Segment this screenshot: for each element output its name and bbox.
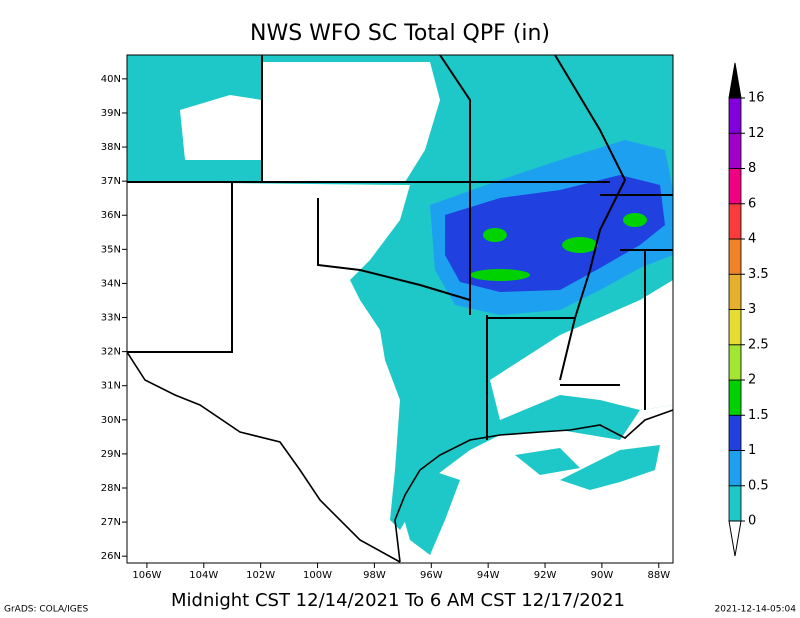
lon-label: 102W — [246, 570, 275, 581]
lat-label: 36N — [101, 210, 121, 221]
colorbar-label: 4 — [748, 232, 756, 247]
colorbar-segment — [728, 273, 742, 310]
title: NWS WFO SC Total QPF (in) — [250, 21, 550, 46]
colorbar-segment — [728, 450, 742, 487]
precip-area — [560, 445, 660, 490]
credit: GrADS: COLA/IGES — [4, 605, 88, 615]
colorbar-label: 2 — [748, 373, 756, 388]
state-border — [127, 54, 673, 440]
lon-label: 104W — [189, 570, 218, 581]
colorbar-label: 2.5 — [748, 337, 769, 352]
lat-label: 35N — [101, 244, 121, 255]
lon-label: 94W — [477, 570, 500, 581]
precip-area — [515, 448, 580, 475]
lon-label: 90W — [591, 570, 614, 581]
lat-label: 26N — [101, 551, 121, 562]
colorbar-segment — [728, 97, 742, 134]
precip-area — [483, 228, 507, 242]
colorbar-label: 6 — [748, 196, 756, 211]
colorbar-label: 3 — [748, 302, 756, 317]
lat-label: 31N — [101, 381, 121, 392]
lat-label: 32N — [101, 347, 121, 358]
colorbar: 0 0.5 1 1.5 2 2.5 3 3.5 4 6 8 12 16 — [728, 62, 769, 557]
colorbar-segment — [728, 238, 742, 275]
colorbar-segment — [728, 414, 742, 451]
lat-label: 34N — [101, 278, 121, 289]
colorbar-segment — [728, 168, 742, 205]
dry-area — [180, 95, 262, 160]
lat-label: 40N — [101, 74, 121, 85]
colorbar-segment — [728, 203, 742, 240]
precip-area — [562, 237, 598, 253]
plot-frame — [126, 54, 674, 564]
colorbar-segment — [728, 132, 742, 169]
subtitle: Midnight CST 12/14/2021 To 6 AM CST 12/1… — [171, 590, 625, 611]
colorbar-label: 1 — [748, 443, 756, 458]
lon-label: 106W — [132, 570, 161, 581]
colorbar-label: 0 — [748, 514, 756, 529]
lat-label: 39N — [101, 108, 121, 119]
colorbar-segment — [728, 309, 742, 346]
dry-area — [262, 62, 440, 182]
lat-label: 29N — [101, 449, 121, 460]
colorbar-over — [728, 62, 742, 99]
lon-label: 88W — [647, 570, 670, 581]
lat-label: 37N — [101, 176, 121, 187]
lat-label: 30N — [101, 415, 121, 426]
precip-area — [470, 269, 530, 281]
colorbar-under — [728, 520, 742, 557]
coastline — [126, 351, 674, 563]
colorbar-label: 8 — [748, 161, 756, 176]
timestamp: 2021-12-14-05:04 — [715, 605, 797, 615]
colorbar-label: 16 — [748, 91, 765, 106]
lat-label: 28N — [101, 483, 121, 494]
precip-area — [623, 213, 647, 227]
colorbar-label: 3.5 — [748, 267, 769, 282]
lat-label: 33N — [101, 313, 121, 324]
map — [126, 54, 674, 564]
precip-area — [445, 175, 665, 292]
lon-label: 92W — [534, 570, 557, 581]
colorbar-label: 1.5 — [748, 408, 769, 423]
colorbar-label: 0.5 — [748, 478, 769, 493]
colorbar-label: 12 — [748, 126, 765, 141]
lon-label: 100W — [303, 570, 332, 581]
precip-area — [400, 470, 460, 555]
axis-ticks: 26N 27N 28N 29N 30N 31N 32N 33N 34N 35N 36N 37N 38N 3… — [101, 74, 670, 581]
lon-label: 96W — [420, 570, 443, 581]
lat-label: 38N — [101, 142, 121, 153]
colorbar-segment — [728, 344, 742, 381]
colorbar-segment — [728, 379, 742, 416]
colorbar-segment — [728, 485, 742, 522]
dry-area — [490, 280, 673, 420]
lon-label: 98W — [363, 570, 386, 581]
lat-label: 27N — [101, 517, 121, 528]
